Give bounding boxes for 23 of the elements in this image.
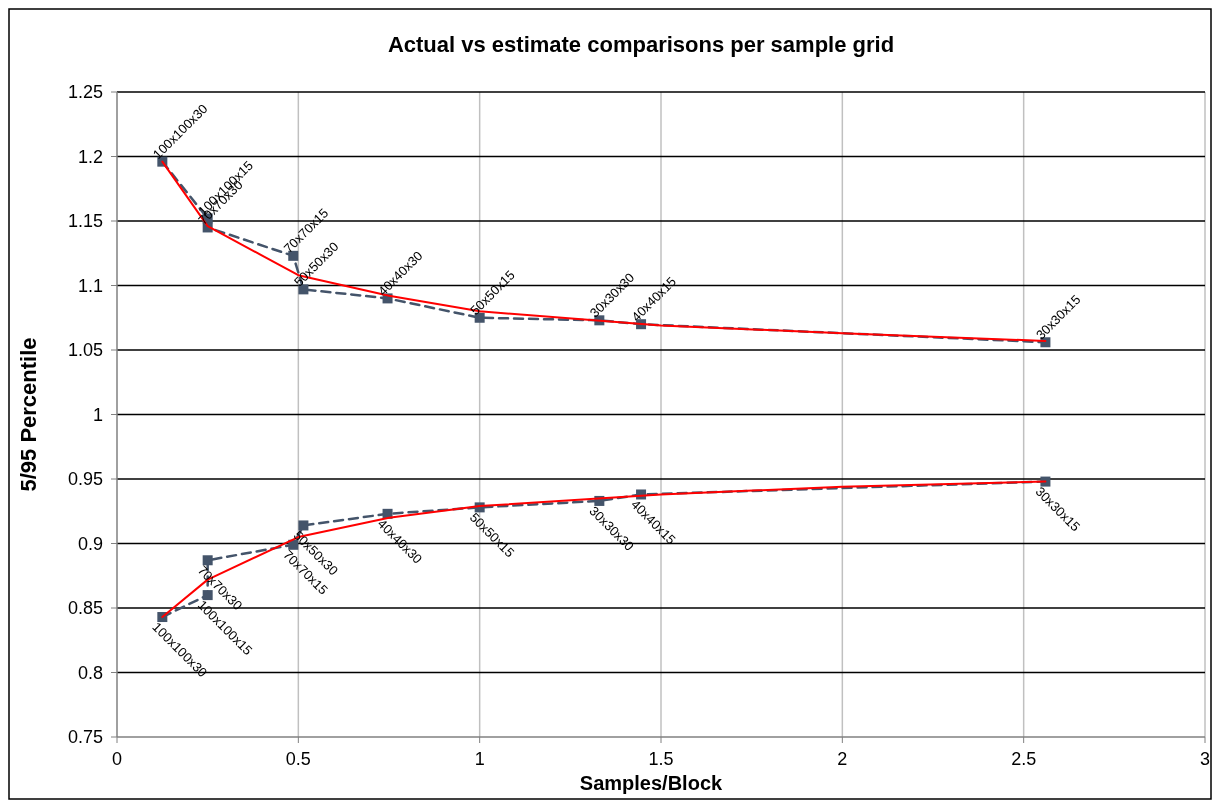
x-tick-label: 0.5 (285, 749, 311, 769)
y-tick-label: 1.2 (77, 146, 103, 167)
y-tick-label: 1.05 (67, 340, 103, 361)
x-tick-label: 1 (474, 749, 485, 769)
chart-title: Actual vs estimate comparisons per sample grid (387, 32, 895, 57)
x-axis-title: Samples/Block (579, 772, 724, 794)
y-tick-label: 1.1 (77, 275, 103, 296)
y-tick-label: 0.75 (67, 727, 103, 748)
x-tick-label: 3 (1199, 749, 1211, 769)
y-tick-label: 0.8 (77, 662, 103, 683)
y-axis-title: 5/95 Percentile (16, 337, 41, 492)
y-tick-label: 0.9 (77, 533, 103, 554)
x-tick-label: 0 (111, 749, 123, 769)
y-tick-label: 0.95 (67, 469, 103, 490)
y-tick-label: 0.85 (67, 598, 103, 619)
x-tick-label: 2 (837, 749, 848, 769)
y-tick-label: 1 (92, 404, 103, 425)
x-tick-label: 2.5 (1011, 749, 1037, 769)
point (202, 555, 213, 566)
x-tick-label: 1.5 (648, 749, 674, 769)
y-tick-label: 1.15 (67, 211, 103, 232)
point (298, 520, 309, 531)
y-tick-label: 1.25 (67, 82, 103, 103)
